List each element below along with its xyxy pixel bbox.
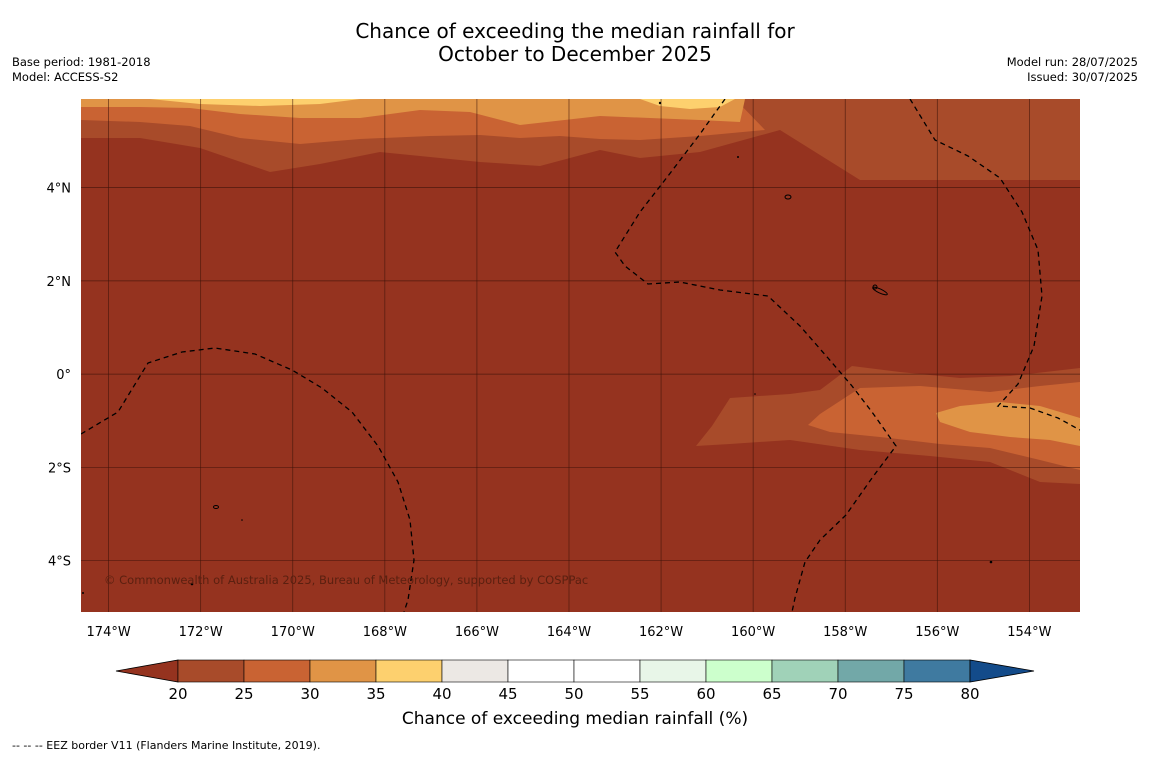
colorbar-segment: [837, 659, 905, 683]
colorbar-tick-label: 30: [300, 685, 319, 703]
model-text: Model: ACCESS-S2: [12, 70, 119, 84]
lat-tick-label: 2°N: [47, 275, 72, 290]
colorbar-tick-label: 65: [762, 685, 781, 703]
island-outlines: [213, 194, 888, 509]
colorbar-high-extend: [969, 659, 1035, 683]
lat-tick-label: 2°S: [48, 461, 71, 476]
lon-tick-label: 164°W: [547, 625, 591, 640]
lat-tick-label: 0°: [56, 368, 71, 383]
map-title-line1: Chance of exceeding the median rainfall …: [355, 19, 795, 43]
lon-tick-label: 158°W: [823, 625, 867, 640]
probability-band-30-35-east: [936, 402, 1080, 446]
map-title-line2: October to December 2025: [438, 42, 712, 66]
lon-tick-label: 162°W: [639, 625, 683, 640]
colorbar-segment: [375, 659, 443, 683]
probability-band-35-40-north: [150, 99, 735, 109]
colorbar-segment: [705, 659, 773, 683]
colorbar-segment: [771, 659, 839, 683]
lat-tick-label: 4°N: [47, 182, 72, 197]
colorbar-low-extend: [115, 659, 179, 683]
island-dots: [82, 101, 993, 594]
colorbar-tick-label: 25: [234, 685, 253, 703]
lon-tick-label: 156°W: [915, 625, 959, 640]
copyright-text: © Commonwealth of Australia 2025, Bureau…: [104, 573, 588, 587]
latitude-tick-labels: 4°N 2°N 0° 2°S 4°S: [47, 182, 72, 570]
colorbar-segment: [639, 659, 707, 683]
colorbar-tick-label: 60: [696, 685, 715, 703]
lat-tick-label: 4°S: [48, 555, 71, 570]
colorbar-tick-label: 35: [366, 685, 385, 703]
eez-border-line: [909, 99, 1080, 431]
eez-legend-note: -- -- -- EEZ border V11 (Flanders Marine…: [12, 739, 321, 752]
lon-tick-label: 170°W: [271, 625, 315, 640]
colorbar-tick-label: 75: [894, 685, 913, 703]
lon-tick-label: 174°W: [87, 625, 131, 640]
colorbar-tick-label: 55: [630, 685, 649, 703]
base-period-text: Base period: 1981-2018: [12, 55, 151, 69]
colorbar: 20 25 30 35 40 45 50 55 60 65 70 75 80: [115, 659, 1035, 703]
colorbar-segment: [441, 659, 509, 683]
lon-tick-label: 172°W: [179, 625, 223, 640]
eez-border-line: [81, 347, 415, 612]
map-background: [81, 99, 1080, 612]
colorbar-segment: [507, 659, 575, 683]
lon-tick-label: 160°W: [731, 625, 775, 640]
model-run-text: Model run: 28/07/2025: [1006, 55, 1138, 69]
issued-text: Issued: 30/07/2025: [1027, 70, 1138, 84]
colorbar-tick-label: 70: [828, 685, 847, 703]
colorbar-segment: [903, 659, 971, 683]
eez-border-line: [614, 99, 897, 612]
colorbar-segment: [177, 659, 245, 683]
colorbar-tick-label: 80: [960, 685, 979, 703]
lon-tick-label: 168°W: [363, 625, 407, 640]
lon-tick-label: 166°W: [455, 625, 499, 640]
colorbar-tick-label: 40: [432, 685, 451, 703]
map-plot-area: © Commonwealth of Australia 2025, Bureau…: [81, 99, 1080, 612]
colorbar-label: Chance of exceeding median rainfall (%): [401, 709, 749, 729]
colorbar-segment: [573, 659, 641, 683]
map-graticule: [81, 99, 1080, 612]
colorbar-tick-label: 50: [564, 685, 583, 703]
longitude-tick-labels: 174°W 172°W 170°W 168°W 166°W 164°W 162°W 160°W…: [87, 625, 1052, 640]
colorbar-segment: [309, 659, 377, 683]
lon-tick-label: 154°W: [1007, 625, 1051, 640]
colorbar-tick-label: 20: [168, 685, 187, 703]
colorbar-tick-label: 45: [498, 685, 517, 703]
colorbar-segment: [243, 659, 311, 683]
